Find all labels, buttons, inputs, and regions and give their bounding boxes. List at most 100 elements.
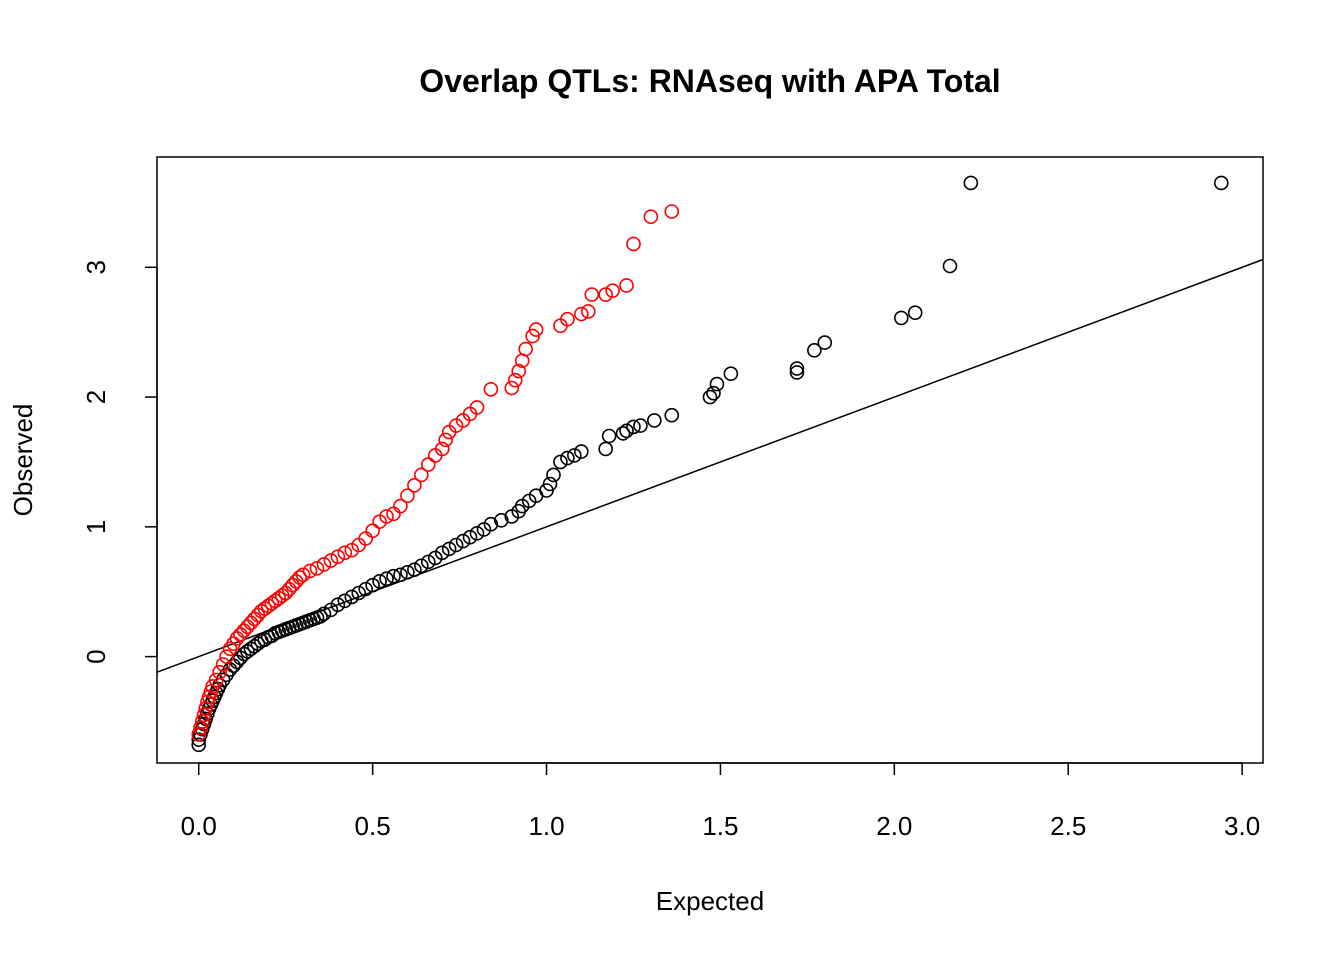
data-point xyxy=(702,389,718,405)
data-point xyxy=(196,707,212,723)
data-point xyxy=(400,564,415,580)
data-point xyxy=(518,341,533,357)
x-tick-label: 0.0 xyxy=(181,811,217,841)
y-axis: 0 1 2 3 xyxy=(81,260,158,664)
data-point xyxy=(434,545,450,561)
x-tick-label: 3.0 xyxy=(1224,811,1260,841)
data-point xyxy=(546,467,561,483)
data-point xyxy=(330,549,346,564)
data-point xyxy=(560,311,575,327)
points-layer xyxy=(191,175,1229,753)
x-axis: 0.0 0.5 1.0 1.5 2.0 2.5 3.0 xyxy=(181,762,1260,841)
data-point xyxy=(615,426,631,441)
data-point xyxy=(574,306,589,322)
data-point xyxy=(542,476,558,492)
data-point xyxy=(316,557,332,572)
data-point xyxy=(633,418,648,433)
y-axis-label: Observed xyxy=(8,404,38,517)
data-point xyxy=(247,611,262,627)
data-point xyxy=(664,204,680,219)
reference-line xyxy=(156,258,1264,673)
x-tick-label: 0.5 xyxy=(355,811,391,841)
data-point xyxy=(365,523,380,539)
data-point xyxy=(379,509,394,524)
data-point xyxy=(215,657,231,672)
data-point xyxy=(483,516,499,532)
x-tick-label: 2.5 xyxy=(1050,811,1086,841)
data-point xyxy=(337,545,353,561)
data-point xyxy=(316,606,332,622)
data-point xyxy=(462,529,478,545)
reference-line-layer xyxy=(156,258,1264,673)
data-point xyxy=(483,381,499,397)
data-point xyxy=(438,432,453,448)
plot-frame xyxy=(156,156,1264,764)
data-point xyxy=(193,720,208,736)
data-point xyxy=(337,593,353,609)
data-point xyxy=(584,287,600,302)
data-point xyxy=(219,649,234,664)
data-point xyxy=(358,581,373,597)
x-tick-label: 2.0 xyxy=(876,811,912,841)
data-point xyxy=(709,376,725,392)
data-point xyxy=(400,488,415,503)
chart-title: Overlap QTLs: RNAseq with APA Total xyxy=(419,63,1000,99)
data-point xyxy=(789,365,805,380)
data-point xyxy=(893,310,909,326)
data-point xyxy=(469,526,485,541)
data-point xyxy=(309,561,325,576)
y-tick-label: 2 xyxy=(81,390,111,404)
data-point xyxy=(553,454,568,470)
data-point xyxy=(236,623,252,638)
series-1 xyxy=(191,204,680,742)
data-point xyxy=(323,553,339,568)
data-point xyxy=(494,513,509,528)
data-point xyxy=(191,737,207,753)
data-point xyxy=(212,664,227,680)
data-point xyxy=(528,322,544,337)
series-0 xyxy=(191,175,1229,753)
data-point xyxy=(706,385,721,401)
data-point xyxy=(250,636,266,651)
y-tick-label: 0 xyxy=(81,649,111,663)
data-point xyxy=(365,577,380,593)
data-point xyxy=(434,441,450,457)
data-point xyxy=(448,537,464,553)
x-tick-label: 1.0 xyxy=(528,811,564,841)
data-point xyxy=(393,567,408,583)
data-point xyxy=(807,343,822,358)
data-point xyxy=(598,287,613,302)
data-point xyxy=(942,258,958,274)
data-point xyxy=(351,585,367,601)
data-point xyxy=(963,175,979,191)
data-point xyxy=(619,278,634,293)
data-point xyxy=(907,305,923,321)
data-point xyxy=(285,577,300,593)
data-point xyxy=(643,209,659,224)
data-point xyxy=(647,413,662,428)
data-point xyxy=(567,448,582,463)
data-point xyxy=(789,361,805,376)
data-point xyxy=(817,335,833,350)
data-point xyxy=(469,400,485,415)
data-point xyxy=(420,457,436,472)
data-point xyxy=(330,597,346,612)
data-point xyxy=(511,363,527,379)
data-point xyxy=(507,372,523,388)
data-point xyxy=(379,571,394,587)
data-point xyxy=(1213,175,1229,191)
data-point xyxy=(414,558,429,574)
data-point xyxy=(292,570,307,585)
x-axis-label: Expected xyxy=(656,886,764,916)
data-point xyxy=(344,589,360,605)
data-point xyxy=(407,562,422,577)
data-point xyxy=(664,407,680,423)
data-point xyxy=(233,627,248,642)
data-point xyxy=(372,574,387,589)
data-point xyxy=(598,441,613,457)
data-point xyxy=(601,428,617,444)
data-point xyxy=(240,619,255,635)
y-tick-label: 1 xyxy=(81,520,111,534)
data-point xyxy=(194,714,210,729)
